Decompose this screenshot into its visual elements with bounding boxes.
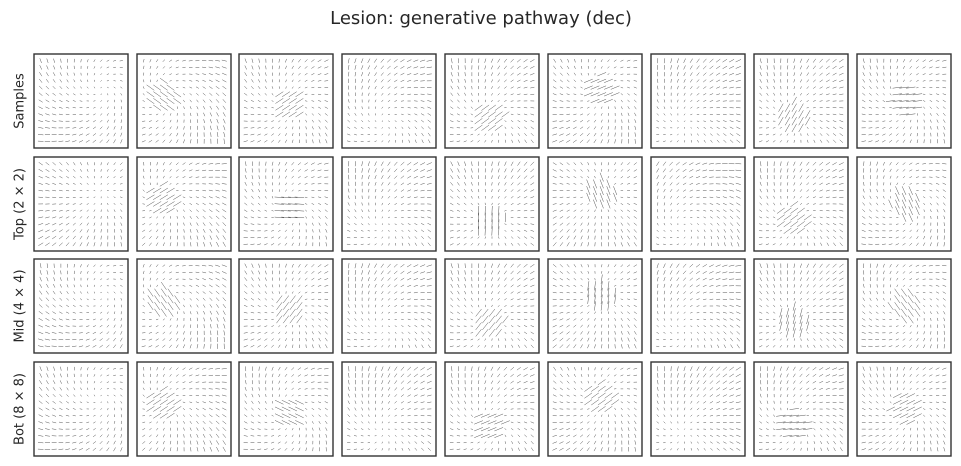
vector-field [656, 263, 742, 349]
vector-field [346, 161, 432, 246]
vector-field [552, 162, 637, 247]
vector-field [552, 264, 637, 349]
vector-field [759, 263, 844, 348]
row-label: Mid (4 × 4) [13, 269, 28, 342]
panel-frame [341, 258, 437, 354]
vector-field [449, 161, 535, 246]
panel-frame [753, 258, 849, 354]
vector-field [552, 58, 638, 144]
panel-grid: Samples Top (2 × 2) Mid (4 × 4) Bot (8 × 8) [13, 53, 952, 457]
vector-field [656, 58, 742, 143]
vector-field [552, 366, 638, 452]
vector-field [37, 263, 124, 349]
vector-field [861, 366, 947, 452]
vector-field [243, 263, 329, 349]
vector-field [449, 263, 535, 348]
vector-field [346, 263, 432, 349]
vector-field [449, 58, 535, 144]
vector-field [243, 161, 329, 247]
vector-field [142, 366, 227, 452]
vector-field [656, 161, 742, 247]
vector-field [37, 366, 123, 452]
vector-field [141, 58, 227, 145]
vector-field [243, 366, 329, 452]
vector-field [346, 366, 432, 451]
vector-field [141, 264, 227, 350]
vector-field [758, 161, 844, 247]
row-label: Top (2 × 2) [13, 168, 28, 241]
vector-field [346, 58, 433, 144]
vector-field [861, 58, 947, 144]
vector-field [243, 58, 329, 144]
row-label: Bot (8 × 8) [13, 373, 28, 445]
vector-field [656, 366, 741, 451]
row-label: Samples [13, 73, 28, 129]
vector-field [142, 161, 227, 247]
figure-title: Lesion: generative pathway (dec) [330, 8, 632, 29]
vector-field [861, 161, 947, 247]
panel-frame [33, 156, 129, 252]
vector-field [38, 162, 123, 247]
vector-field [758, 366, 844, 452]
vector-field [449, 366, 535, 452]
vector-field [759, 58, 844, 143]
vector-field [861, 263, 947, 349]
vector-field [37, 58, 123, 144]
